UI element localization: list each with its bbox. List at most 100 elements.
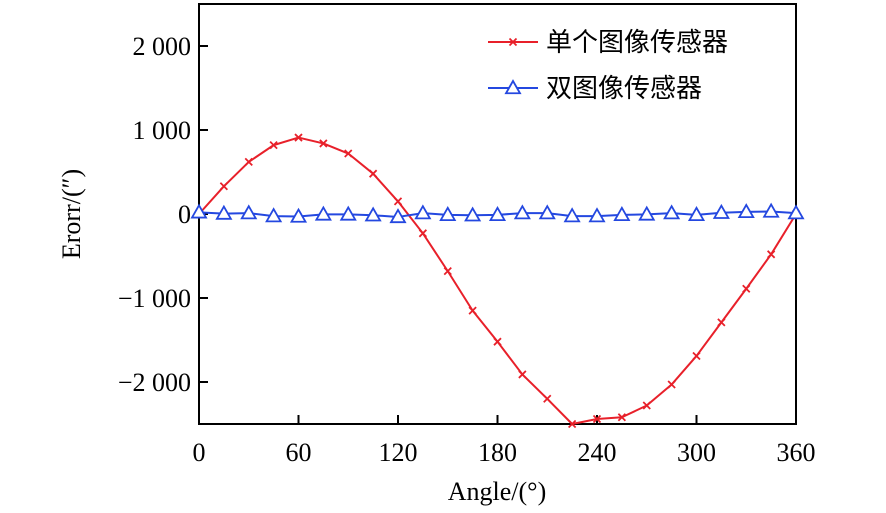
data-point-1 [488, 206, 507, 221]
data-point-0-stroke [443, 266, 452, 276]
y-axis-title: Erorr/(″) [57, 169, 86, 259]
data-point-0-stroke [617, 413, 627, 422]
data-point-0 [592, 414, 602, 424]
data-point-0 [269, 140, 278, 150]
y-tick-label: 2 000 [133, 32, 192, 61]
data-point-0-stroke [468, 306, 477, 315]
legend-item-dual: 双图像传感器 [488, 74, 702, 103]
data-point-0 [319, 139, 328, 148]
data-point-0-stroke [518, 370, 527, 379]
data-point-0-stroke [742, 284, 751, 293]
data-point-1 [339, 205, 357, 221]
legend-label-dual: 双图像传感器 [546, 74, 702, 103]
x-tick-label: 360 [777, 438, 816, 467]
data-point-0 [294, 133, 303, 142]
legend-item-single: 单个图像传感器 [488, 28, 728, 57]
legend-marker-triangle [504, 79, 522, 95]
x-tick-label: 0 [193, 438, 206, 467]
x-tick-label: 180 [478, 438, 517, 467]
data-point-0-stroke [344, 149, 353, 158]
data-point-1 [289, 207, 308, 223]
data-point-0-stroke [766, 250, 776, 259]
data-point-1 [240, 204, 258, 220]
data-point-0-stroke [294, 133, 303, 142]
data-point-1 [762, 202, 780, 218]
x-tick-label: 300 [677, 438, 716, 467]
data-point-0-stroke [368, 169, 378, 178]
data-point-1 [687, 206, 706, 221]
series-0 [194, 133, 801, 429]
y-tick-label: 0 [178, 200, 191, 229]
data-point-0 [567, 419, 577, 429]
data-point-0 [692, 351, 701, 361]
data-point-0 [244, 157, 253, 167]
data-point-0-stroke [418, 229, 428, 238]
legend-marker-x [508, 37, 518, 47]
data-point-1 [588, 207, 606, 223]
data-point-1 [787, 204, 805, 220]
data-point-0 [617, 413, 627, 422]
data-point-0-stroke [269, 140, 278, 150]
x-tick-label: 240 [578, 438, 617, 467]
data-point-0 [543, 394, 552, 403]
data-point-0 [766, 250, 776, 259]
series-line-0 [198, 136, 797, 425]
data-point-1 [215, 204, 233, 220]
data-point-1 [638, 205, 656, 221]
data-point-0-stroke [592, 414, 602, 424]
data-point-0 [418, 229, 428, 238]
x-tick-label: 60 [286, 438, 312, 467]
legend-marker-x-stroke [508, 37, 518, 47]
data-point-0-stroke [642, 401, 651, 410]
data-point-0-stroke [493, 337, 502, 346]
data-point-0 [468, 306, 477, 315]
data-point-1 [464, 206, 482, 222]
data-point-1 [265, 207, 283, 223]
data-point-0-stroke [717, 318, 726, 327]
data-point-0 [393, 197, 403, 206]
data-point-0-stroke [393, 197, 403, 206]
series-1 [190, 202, 805, 224]
data-point-0 [717, 318, 726, 327]
x-axis-title: Angle/(°) [448, 477, 546, 506]
legend-marker-dual [504, 79, 522, 95]
y-axis: 2 000 1 000 0 −1 000 −2 000 [118, 32, 208, 397]
data-point-0 [742, 284, 751, 293]
data-point-0-stroke [319, 139, 328, 148]
data-point-0-stroke [219, 182, 229, 191]
data-point-1 [712, 203, 730, 219]
data-point-0 [219, 182, 229, 191]
data-point-0 [368, 169, 378, 178]
legend-marker-single [508, 37, 518, 47]
legend-label-single: 单个图像传感器 [546, 28, 728, 57]
data-point-0 [518, 370, 527, 379]
data-point-0-stroke [543, 394, 552, 403]
data-point-1 [613, 206, 631, 221]
data-point-0 [667, 380, 676, 389]
data-point-1 [364, 206, 382, 222]
x-tick-label: 120 [379, 438, 418, 467]
data-point-1 [314, 205, 332, 221]
y-tick-label: −2 000 [118, 368, 191, 397]
data-point-1 [538, 204, 556, 220]
data-point-1 [439, 206, 457, 221]
data-point-0-stroke [567, 419, 577, 429]
data-point-1 [737, 203, 755, 219]
data-point-0 [344, 149, 353, 158]
data-point-1 [513, 204, 531, 220]
series-layer [190, 133, 805, 429]
data-point-1 [563, 207, 581, 223]
y-tick-label: −1 000 [118, 284, 191, 313]
x-axis: 0 60 120 180 240 300 360 [193, 415, 816, 467]
legend: 单个图像传感器 双图像传感器 [488, 28, 728, 103]
data-point-1 [414, 204, 432, 220]
data-point-0-stroke [667, 380, 676, 389]
data-point-0-stroke [244, 157, 253, 167]
data-point-0 [443, 266, 452, 276]
data-point-0 [493, 337, 502, 346]
data-point-1 [663, 204, 681, 220]
data-point-0 [642, 401, 651, 410]
y-tick-label: 1 000 [133, 116, 192, 145]
data-point-1 [190, 203, 208, 219]
